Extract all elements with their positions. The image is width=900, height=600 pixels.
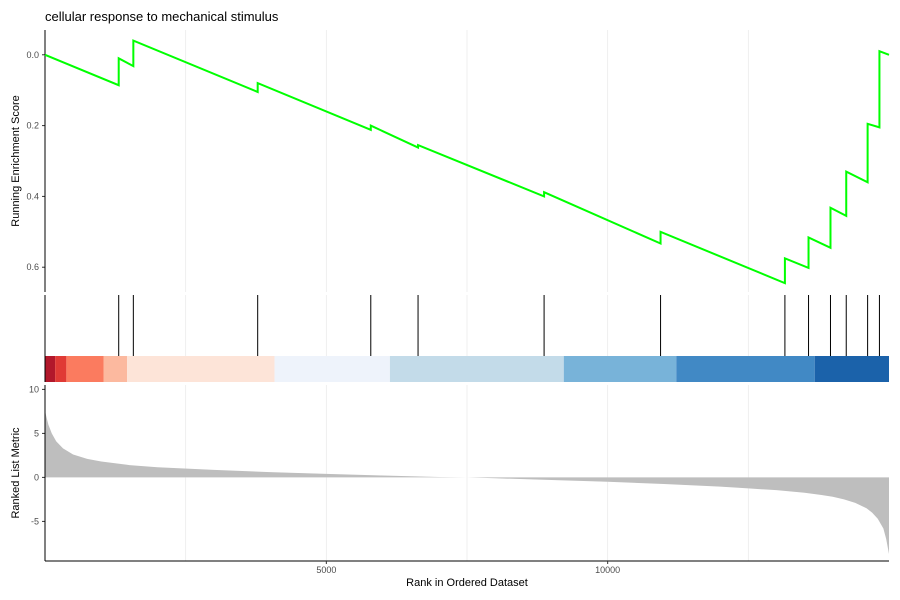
x-tick-label: 5000	[316, 565, 336, 575]
metric-panel: 10 5 0 -5 5000 10000 Ranked List Metric Rank…	[10, 384, 889, 589]
es-y-axis-title: Running Enrichment Score	[10, 95, 22, 226]
hits-panel	[44, 295, 889, 382]
color-bar-segment	[563, 356, 677, 382]
color-bar-segment	[66, 356, 104, 382]
hit-lines	[118, 295, 880, 356]
metric-y-axis-title: Ranked List Metric	[10, 427, 22, 519]
es-y-tick-label: 0.0	[26, 50, 39, 60]
color-bar-segment	[45, 356, 56, 382]
es-gridlines	[185, 30, 749, 292]
color-bar-segment	[55, 356, 67, 382]
color-bar-segment	[274, 356, 390, 382]
es-y-tick-label: 0.2	[26, 121, 39, 131]
color-bar-segment	[103, 356, 128, 382]
running-es-line	[44, 39, 890, 285]
es-y-ticks: 0.0 0.2 0.4 0.6	[26, 50, 45, 272]
color-bar-segment	[676, 356, 815, 382]
es-y-tick-label: 0.6	[26, 262, 39, 272]
color-bar-segment	[389, 356, 564, 382]
metric-y-tick-label: 10	[29, 384, 39, 394]
ranked-metric-area	[45, 410, 889, 554]
metric-y-tick-label: -5	[31, 516, 39, 526]
metric-y-tick-label: 5	[34, 428, 39, 438]
metric-y-tick-label: 0	[34, 472, 39, 482]
hits-gridlines	[185, 295, 749, 356]
plot-title: cellular response to mechanical stimulus	[45, 9, 279, 24]
es-panel: 0.0 0.2 0.4 0.6 Running Enrichment Score	[10, 30, 890, 292]
x-ticks: 5000 10000	[316, 561, 620, 575]
x-tick-label: 10000	[595, 565, 620, 575]
rank-color-bar	[45, 356, 889, 382]
x-axis-title: Rank in Ordered Dataset	[406, 577, 528, 589]
es-y-tick-label: 0.4	[26, 191, 39, 201]
metric-y-ticks: 10 5 0 -5	[29, 384, 45, 526]
color-bar-segment	[127, 356, 275, 382]
color-bar-segment	[814, 356, 889, 382]
